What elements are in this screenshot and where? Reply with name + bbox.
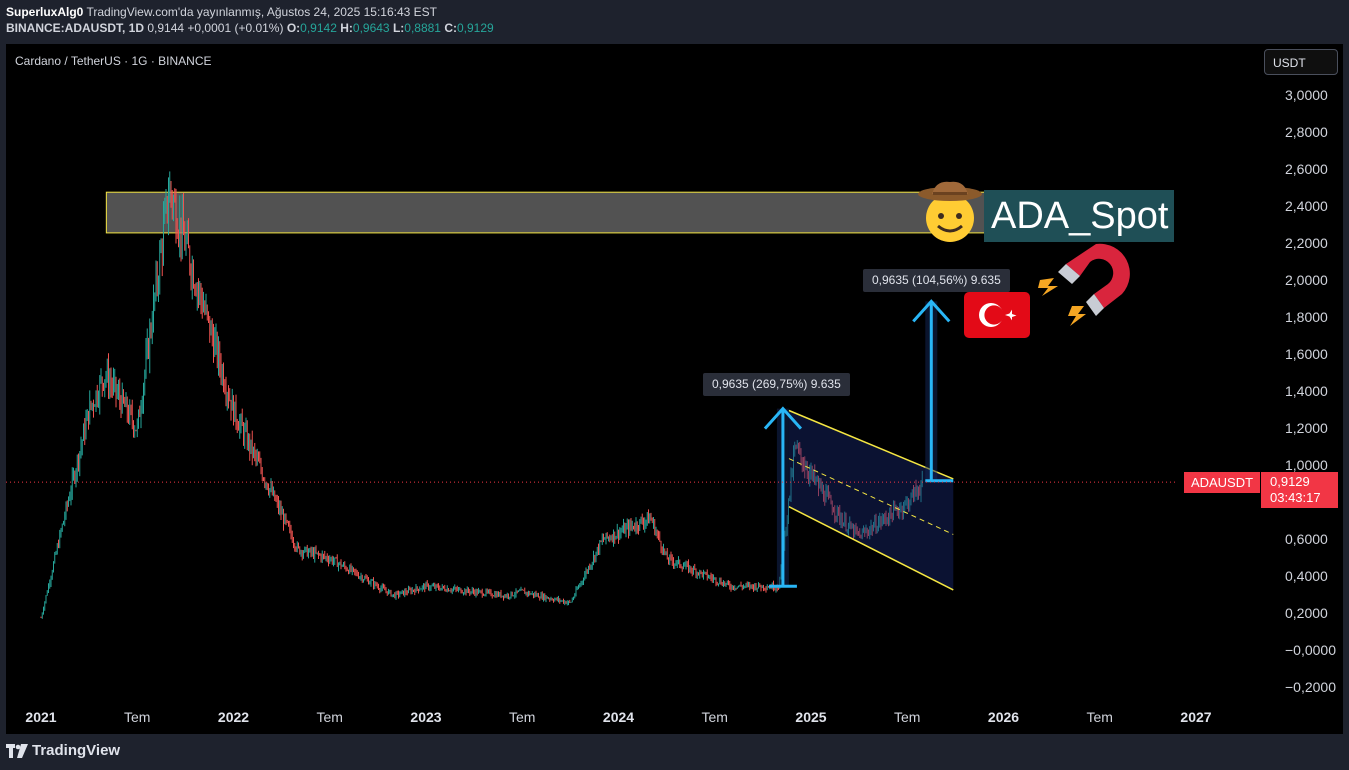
turkey-flag-icon	[964, 292, 1030, 338]
price-tick-label: −0,2000	[1285, 679, 1336, 695]
publish-info: SuperluxAlg0 TradingView.com'da yayınlan…	[6, 4, 1343, 20]
time-tick-label: 2027	[1180, 709, 1212, 725]
open-value: 0,9142	[300, 21, 337, 35]
magnet-icon	[1038, 243, 1130, 326]
close-value: 0,9129	[456, 21, 494, 35]
measure-label-1[interactable]: 0,9635 (269,75%) 9.635	[703, 373, 850, 396]
time-tick-label: 2026	[987, 709, 1020, 725]
cowboy-emoji-icon	[918, 181, 982, 242]
symbol-price-tag: ADAUSDT	[1184, 472, 1260, 493]
close-label: C:	[444, 21, 457, 35]
last-value: 0,9144	[147, 21, 185, 35]
drawing-layer	[6, 299, 1178, 591]
price-tick-label: 0,2000	[1285, 605, 1328, 621]
time-tick-label: Tem	[701, 709, 728, 725]
tradingview-logo[interactable]: TradingView	[6, 742, 120, 759]
last-price-tag: 0,9129 03:43:17	[1261, 472, 1338, 508]
price-tick-label: 2,8000	[1285, 124, 1328, 140]
time-tick-label: 2022	[217, 709, 250, 725]
tradingview-logo-text: TradingView	[32, 742, 121, 759]
time-tick-label: Tem	[1086, 709, 1113, 725]
author-name[interactable]: SuperluxAlg0	[6, 5, 84, 19]
last-price-value: 0,9129	[1270, 474, 1310, 489]
time-tick-label: Tem	[894, 709, 921, 725]
publish-date: TradingView.com'da yayınlanmış, Ağustos …	[86, 5, 437, 19]
resistance-zone	[105, 191, 1063, 234]
price-tick-label: 1,6000	[1285, 346, 1328, 362]
time-tick-label: 2023	[410, 709, 442, 725]
channel-fill	[788, 410, 954, 590]
chart-pane[interactable]: Cardano / TetherUS · 1G · BINANCE USDT 3…	[6, 44, 1343, 734]
time-tick-label: 2025	[795, 709, 827, 725]
price-chart[interactable]	[6, 44, 1343, 734]
measure-arrowhead	[912, 299, 951, 323]
measure-arrowhead	[763, 406, 803, 430]
time-tick-label: Tem	[316, 709, 343, 725]
price-tick-label: 3,0000	[1285, 87, 1328, 103]
bar-countdown: 03:43:17	[1270, 490, 1321, 505]
price-tick-label: 0,6000	[1285, 531, 1328, 547]
low-label: L:	[392, 21, 405, 35]
low-value: 0,8881	[404, 21, 441, 35]
price-tick-label: 1,2000	[1285, 420, 1328, 436]
price-tick-label: 1,4000	[1285, 383, 1328, 399]
high-value: 0,9643	[352, 21, 390, 35]
chart-title: Cardano / TetherUS · 1G · BINANCE	[15, 54, 212, 68]
ohlc-legend: BINANCE:ADAUSDT, 1D 0,9144 +0,0001 (+0.0…	[6, 20, 1343, 36]
open-label: O:	[286, 21, 301, 35]
time-tick-label: 2024	[602, 709, 635, 725]
price-tick-label: 0,4000	[1285, 568, 1328, 584]
price-tick-label: 1,0000	[1285, 457, 1328, 473]
tradingview-logo-icon	[6, 743, 28, 758]
channel-lower-line	[788, 506, 954, 591]
footer: TradingView	[0, 734, 1349, 770]
symbol-name: BINANCE:ADAUSDT, 1D	[6, 21, 145, 35]
candle-layer	[40, 171, 923, 619]
price-tick-label: 2,0000	[1285, 272, 1328, 288]
ada-spot-label[interactable]: ADA_Spot	[984, 190, 1174, 242]
price-tick-label: 2,4000	[1285, 198, 1328, 214]
time-tick-label: Tem	[124, 709, 151, 725]
change-value: +0,0001 (+0.01%)	[187, 21, 284, 35]
price-tick-label: 1,8000	[1285, 309, 1328, 325]
time-tick-label: 2021	[25, 709, 57, 725]
high-label: H:	[340, 21, 353, 35]
price-tick-label: −0,0000	[1285, 642, 1336, 658]
chart-header: SuperluxAlg0 TradingView.com'da yayınlan…	[0, 0, 1349, 44]
price-tick-label: 2,6000	[1285, 161, 1328, 177]
currency-button[interactable]: USDT	[1264, 49, 1338, 75]
measure-label-2[interactable]: 0,9635 (104,56%) 9.635	[863, 269, 1010, 292]
price-tick-label: 2,2000	[1285, 235, 1328, 251]
channel-mid-line	[788, 458, 954, 535]
zone-layer	[105, 191, 1063, 234]
time-tick-label: Tem	[509, 709, 536, 725]
